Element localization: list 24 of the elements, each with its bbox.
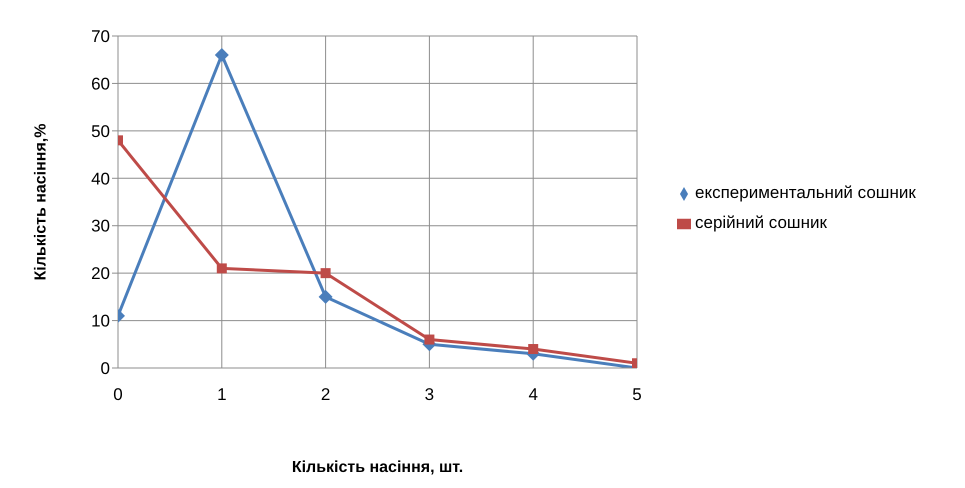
- x-axis-title: Кількість насіння, шт.: [292, 459, 464, 476]
- legend-label: експериментальний сошник: [695, 183, 916, 202]
- y-axis-title: Кількість насіння,%: [32, 124, 50, 280]
- x-tick-label: 0: [113, 385, 123, 404]
- legend-label: серійний сошник: [695, 213, 827, 232]
- y-tick-label: 0: [100, 359, 110, 378]
- point: [320, 268, 331, 278]
- y-tick-label: 60: [91, 74, 110, 94]
- x-tick-label: 4: [528, 385, 538, 404]
- x-tick-label: 2: [320, 385, 330, 404]
- y-tick-label: 50: [91, 122, 110, 141]
- point: [318, 290, 333, 304]
- x-tick-label: 3: [424, 385, 434, 404]
- x-tick-label: 1: [217, 385, 227, 404]
- y-tick-label: 40: [91, 169, 110, 188]
- y-tick-label: 10: [91, 312, 110, 331]
- point: [528, 344, 538, 354]
- y-tick-label: 70: [91, 27, 110, 46]
- point: [216, 263, 227, 274]
- x-tick-label: 5: [632, 385, 642, 404]
- point: [214, 48, 229, 62]
- y-tick-label: 20: [91, 264, 110, 284]
- point: [424, 334, 434, 345]
- y-tick-label: 30: [91, 216, 110, 236]
